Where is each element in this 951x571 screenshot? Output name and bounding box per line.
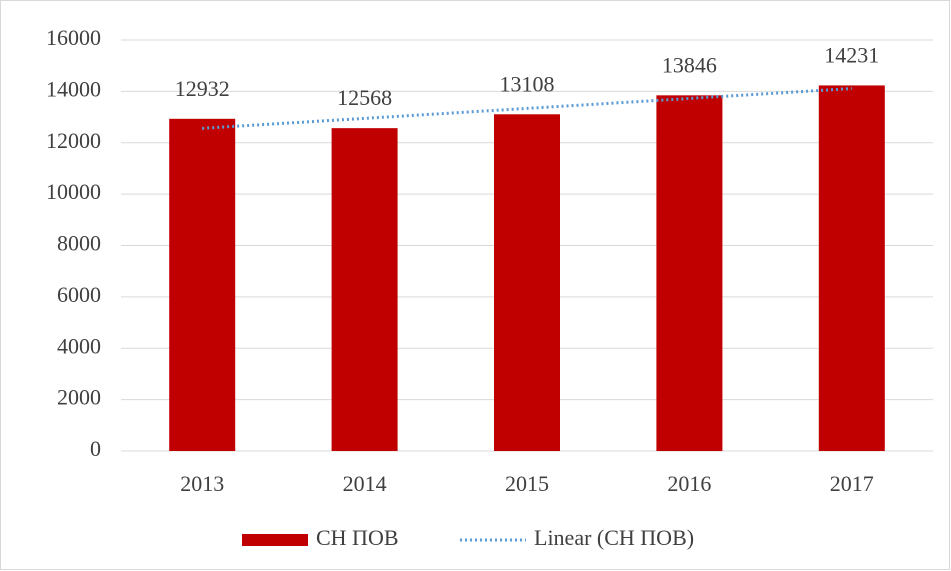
bar [656,95,723,451]
y-tick-label: 0 [90,436,101,461]
x-tick-label: 2016 [667,471,711,496]
bar [494,114,560,451]
y-tick-label: 4000 [57,333,101,358]
legend-swatch [242,534,308,546]
y-tick-label: 8000 [57,231,101,256]
x-tick-label: 2014 [343,471,387,496]
data-label: 12568 [337,85,392,110]
bar [331,128,398,452]
y-tick-label: 10000 [46,179,101,204]
data-label: 13846 [662,52,717,77]
x-tick-label: 2015 [505,471,549,496]
trendline [202,86,852,130]
bar [169,118,236,451]
y-tick-label: 12000 [46,128,101,153]
y-tick-label: 2000 [57,385,101,410]
legend-label: СН ПОВ [316,525,399,550]
x-tick-label: 2017 [830,471,874,496]
y-tick-label: 14000 [46,76,101,101]
y-tick-label: 16000 [46,25,101,50]
data-label: 14231 [824,42,879,67]
data-label: 12932 [175,76,230,101]
x-tick-label: 2013 [180,471,224,496]
legend-label: Linear (СН ПОВ) [534,525,694,550]
bar [818,85,885,451]
y-tick-label: 6000 [57,282,101,307]
data-label: 13108 [500,71,555,96]
